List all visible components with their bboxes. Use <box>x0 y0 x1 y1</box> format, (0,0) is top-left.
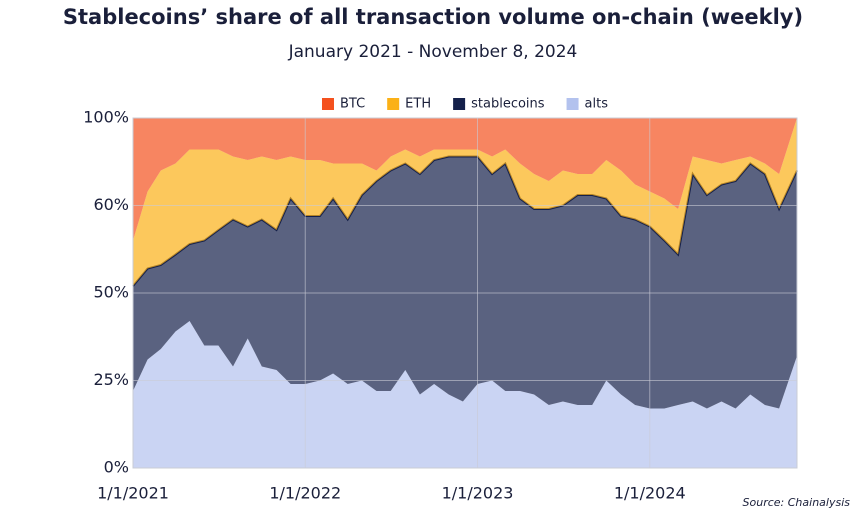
y-tick-label: 0% <box>104 458 129 477</box>
area-alts <box>133 321 797 468</box>
chart-subtitle: January 2021 - November 8, 2024 <box>288 42 578 62</box>
chart-title: Stablecoins’ share of all transaction vo… <box>63 5 803 29</box>
legend-swatch <box>453 98 466 110</box>
x-tick-label: 1/1/2021 <box>97 484 169 503</box>
area-eth <box>133 118 797 286</box>
y-tick-label: 100% <box>83 108 129 127</box>
legend-label: ETH <box>405 97 431 112</box>
plot-border <box>132 117 798 469</box>
y-tick-label: 60% <box>93 195 129 214</box>
x-tick-label: 1/1/2022 <box>269 484 341 503</box>
legend-label: alts <box>585 97 609 112</box>
legend: BTC ETH stablecoins alts <box>321 97 609 112</box>
legend-label: stablecoins <box>471 97 545 112</box>
legend-swatch <box>321 98 334 110</box>
y-tick-label: 25% <box>93 370 129 389</box>
source-note: Source: Chainalysis <box>743 496 851 509</box>
legend-swatch <box>566 98 579 110</box>
legend-swatch <box>387 98 400 110</box>
legend-label: BTC <box>340 97 365 112</box>
plot-area <box>132 118 798 468</box>
y-tick-label: 50% <box>93 283 129 302</box>
area-btc <box>133 118 797 241</box>
x-tick-label: 1/1/2024 <box>614 484 686 503</box>
x-tick-label: 1/1/2023 <box>442 484 514 503</box>
